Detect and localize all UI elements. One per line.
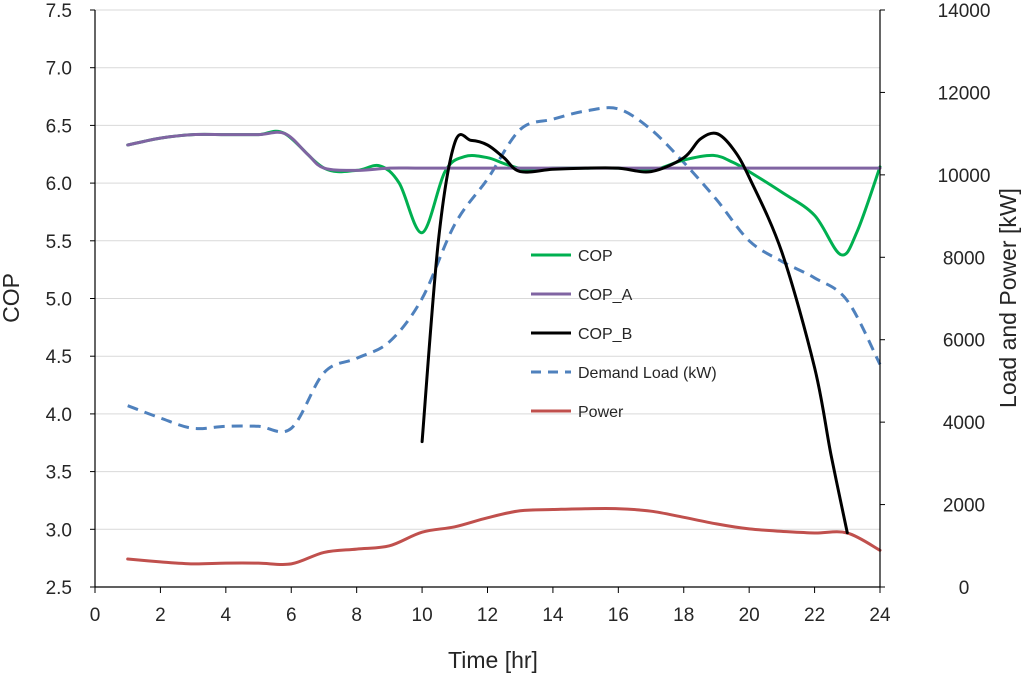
x-tick-label: 20 bbox=[739, 605, 760, 626]
y2-tick-label: 8000 bbox=[943, 248, 985, 269]
x-tick-label: 10 bbox=[412, 605, 433, 626]
x-tick-label: 8 bbox=[351, 605, 362, 626]
legend-label-power: Power bbox=[578, 404, 624, 421]
series-line-power bbox=[126, 506, 882, 567]
x-tick-label: 6 bbox=[286, 605, 297, 626]
axes bbox=[90, 9, 885, 593]
y2-tick-label: 10000 bbox=[938, 166, 991, 187]
y2-axis-title: Load and Power [kW] bbox=[995, 188, 1021, 408]
y2-tick-label: 4000 bbox=[943, 413, 985, 434]
legend-label-demand-load-kw: Demand Load (kW) bbox=[578, 365, 717, 382]
x-tick-label: 18 bbox=[673, 605, 694, 626]
legend-label-cop-a: COP_A bbox=[578, 287, 633, 304]
x-tick-label: 2 bbox=[155, 605, 166, 626]
x-tick-label: 24 bbox=[869, 605, 891, 626]
x-tick-label: 16 bbox=[608, 605, 629, 626]
grid bbox=[95, 9, 880, 530]
series-lines bbox=[126, 106, 882, 567]
tick-labels: 0 2 4 6 8 10 12 14 16 18 20 22 242.53.03.54.04.55.05… bbox=[46, 1, 991, 626]
y2-tick-label: 14000 bbox=[938, 1, 991, 22]
series-line-cop-b bbox=[420, 131, 849, 535]
y-tick-label: 7.5 bbox=[46, 1, 72, 22]
legend: COP COP_A COP_B Demand Load (kW) Power bbox=[531, 248, 717, 421]
x-tick-label: 14 bbox=[542, 605, 564, 626]
y-tick-label: 7.0 bbox=[46, 59, 72, 80]
y-tick-label: 5.5 bbox=[46, 232, 72, 253]
x-axis-title: Time [hr] bbox=[448, 647, 538, 673]
y-tick-label: 2.5 bbox=[46, 578, 72, 599]
y-tick-label: 4.5 bbox=[46, 347, 72, 368]
y-tick-label: 5.0 bbox=[46, 290, 72, 311]
y2-tick-label: 6000 bbox=[943, 331, 985, 352]
x-tick-label: 0 bbox=[90, 605, 101, 626]
y2-tick-label: 12000 bbox=[938, 83, 991, 104]
y-axis-title: COP bbox=[0, 273, 24, 323]
y-tick-label: 3.5 bbox=[46, 463, 72, 484]
series-line-demand-load-kw bbox=[127, 106, 882, 434]
y-tick-label: 4.0 bbox=[46, 405, 72, 426]
x-tick-label: 4 bbox=[221, 605, 232, 626]
y-tick-label: 6.5 bbox=[46, 116, 72, 137]
y2-tick-label: 0 bbox=[959, 578, 970, 599]
x-tick-label: 12 bbox=[477, 605, 498, 626]
series-line-cop-a bbox=[126, 130, 882, 172]
y-tick-label: 6.0 bbox=[46, 174, 72, 195]
y2-tick-label: 2000 bbox=[943, 496, 985, 517]
legend-label-cop-b: COP_B bbox=[578, 326, 632, 343]
x-tick-label: 22 bbox=[804, 605, 825, 626]
legend-label-cop: COP bbox=[578, 248, 613, 265]
y-tick-label: 3.0 bbox=[46, 520, 72, 541]
